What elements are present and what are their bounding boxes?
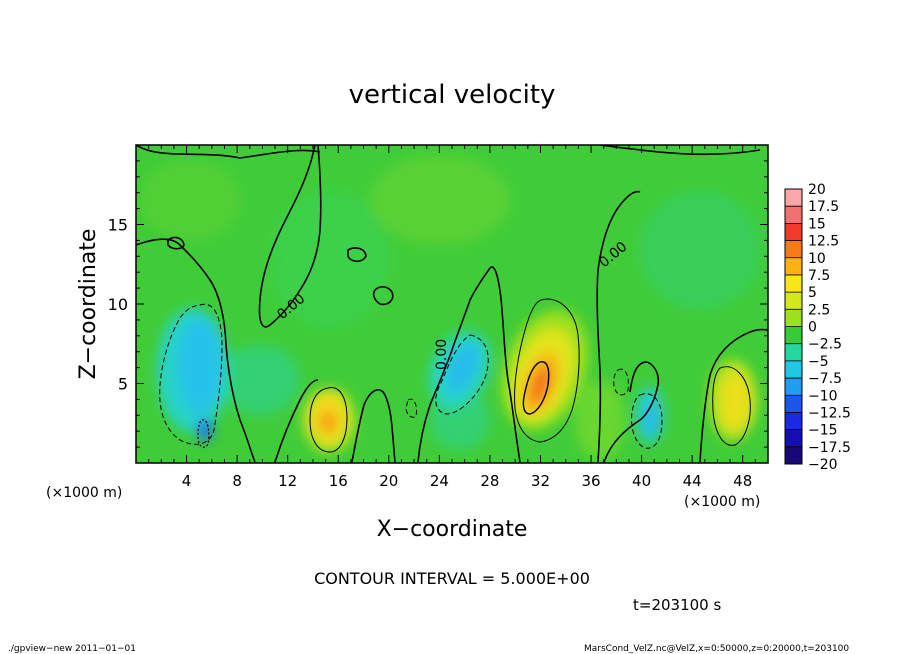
- x-axis-label: X−coordinate: [377, 517, 528, 542]
- zero-contour-label: 0.00: [434, 339, 450, 370]
- x-tick-label: 44: [683, 472, 702, 490]
- colorbar-label: 15: [808, 216, 826, 232]
- colorbar-band: [785, 257, 802, 275]
- colorbar-label: −17.5: [808, 440, 851, 456]
- colorbar-label: −10: [808, 388, 838, 404]
- x-tick-label: 4: [182, 472, 192, 490]
- colorbar-band: [785, 378, 802, 396]
- contours-5: [309, 298, 751, 453]
- colorbar-label: −5: [808, 354, 829, 370]
- x-tick-label: 28: [480, 472, 499, 490]
- colorbar-label: 2.5: [808, 302, 830, 318]
- contour-interval-text: CONTOUR INTERVAL = 5.000E+00: [314, 569, 590, 588]
- x-tick-label: 8: [232, 472, 242, 490]
- plot-area: 0.00 0.00 0.00: [136, 145, 768, 463]
- colorbar-label: 10: [808, 251, 826, 267]
- colorbar-band: [785, 429, 802, 447]
- colorbar-label: −20: [808, 457, 838, 473]
- y-tick-label: 15: [108, 216, 128, 235]
- colorbar-band: [785, 360, 802, 379]
- colorbar-label: −2.5: [808, 337, 842, 353]
- y-tick-label: 10: [108, 295, 128, 314]
- colorbar-band: [785, 274, 802, 293]
- colorbar-band: [785, 412, 802, 430]
- contours-neg5: [159, 303, 663, 449]
- field-shading: [140, 155, 760, 460]
- colorbar-label: 20: [808, 182, 826, 198]
- colorbar-band: [785, 223, 802, 241]
- x-tick-label: 24: [430, 472, 449, 490]
- colorbar-label: −7.5: [808, 371, 842, 387]
- colorbar-label: 7.5: [808, 268, 830, 284]
- footer-right: MarsCond_VelZ.nc@VelZ,x=0:50000,z=0:2000…: [584, 644, 849, 654]
- x-tick-label: 48: [733, 472, 752, 490]
- x-tick-label: 32: [531, 472, 550, 490]
- x-unit-right: (×1000 m): [684, 494, 760, 510]
- colorbar-band: [785, 446, 802, 464]
- x-tick-label: 12: [278, 472, 297, 490]
- x-tick-label: 20: [379, 472, 398, 490]
- footer-left: ./gpview−new 2011−01−01: [8, 644, 136, 654]
- colorbar-band: [785, 189, 802, 207]
- x-tick-label: 40: [632, 472, 651, 490]
- colorbar-label: 17.5: [808, 199, 839, 215]
- y-axis-label: Z−coordinate: [76, 229, 101, 380]
- x-unit-left: (×1000 m): [46, 485, 122, 501]
- colorbar-band: [785, 395, 802, 413]
- colorbar-label: 12.5: [808, 234, 839, 250]
- time-text: t=203100 s: [633, 596, 721, 614]
- colorbar-band: [785, 343, 802, 361]
- colorbar-label: 5: [808, 285, 817, 301]
- zero-contours: [136, 145, 768, 463]
- colorbar-label: −12.5: [808, 405, 851, 421]
- y-tick-label: 5: [118, 375, 128, 394]
- contours-10: [522, 361, 550, 415]
- contours-neg10: [197, 419, 210, 448]
- x-tick-label: 16: [329, 472, 348, 490]
- x-tick-label: 36: [581, 472, 600, 490]
- colorbar-band: [785, 240, 802, 258]
- colorbar-band: [785, 292, 802, 310]
- colorbar-band: [785, 309, 802, 327]
- colorbar-label: −15: [808, 423, 838, 439]
- colorbar-band: [785, 326, 802, 344]
- colorbar-label: 0: [808, 320, 817, 336]
- chart-title: vertical velocity: [349, 80, 556, 110]
- colorbar-band: [785, 206, 802, 224]
